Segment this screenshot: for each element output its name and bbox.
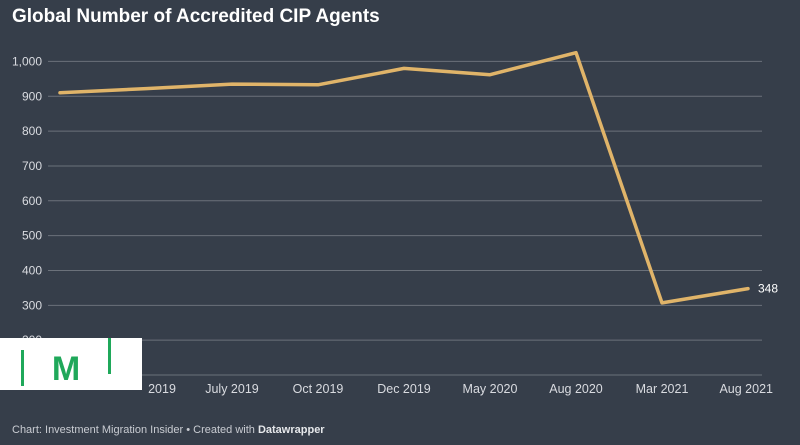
data-point xyxy=(746,287,750,291)
y-tick-label: 900 xyxy=(22,89,42,103)
data-point xyxy=(488,73,492,77)
y-tick-label: 800 xyxy=(22,124,42,138)
footer-source: Chart: Investment Migration Insider • Cr… xyxy=(12,424,258,436)
x-tick-label: Aug 2020 xyxy=(549,382,603,396)
data-point xyxy=(58,91,62,95)
data-point xyxy=(316,83,320,87)
x-axis-ticks: 2019 July 2019 Oct 2019 Dec 2019 May 2020 Aug… xyxy=(148,382,773,396)
y-tick-label: 600 xyxy=(22,194,42,208)
y-axis-ticks: 1,000900800700600500400300200 xyxy=(12,54,42,347)
data-point xyxy=(660,301,664,305)
x-tick-label: 2019 xyxy=(148,382,176,396)
imi-logo-icon: M xyxy=(21,328,111,388)
end-value-label: 348 xyxy=(758,282,778,296)
y-tick-label: 500 xyxy=(22,229,42,243)
chart-footer: Chart: Investment Migration Insider • Cr… xyxy=(12,424,325,436)
logo-letter: M xyxy=(52,350,80,388)
x-tick-label: Dec 2019 xyxy=(377,382,431,396)
y-tick-label: 400 xyxy=(22,263,42,277)
series-line xyxy=(58,50,750,305)
x-tick-label: May 2020 xyxy=(463,382,518,396)
data-point xyxy=(574,51,578,55)
x-tick-label: Mar 2021 xyxy=(636,382,689,396)
y-tick-label: 1,000 xyxy=(12,54,42,68)
series-layer: 348 xyxy=(58,50,778,305)
y-tick-label: 300 xyxy=(22,298,42,312)
x-tick-label: Oct 2019 xyxy=(293,382,344,396)
x-tick-label: July 2019 xyxy=(205,382,259,396)
chart-title: Global Number of Accredited CIP Agents xyxy=(12,6,380,27)
data-point xyxy=(144,87,148,91)
x-tick-label: Aug 2021 xyxy=(719,382,773,396)
data-point xyxy=(230,82,234,86)
y-tick-label: 700 xyxy=(22,159,42,173)
imi-logo: M xyxy=(0,328,142,390)
footer-brand[interactable]: Datawrapper xyxy=(257,424,325,436)
data-point xyxy=(402,66,406,70)
grid-layer xyxy=(48,60,762,376)
